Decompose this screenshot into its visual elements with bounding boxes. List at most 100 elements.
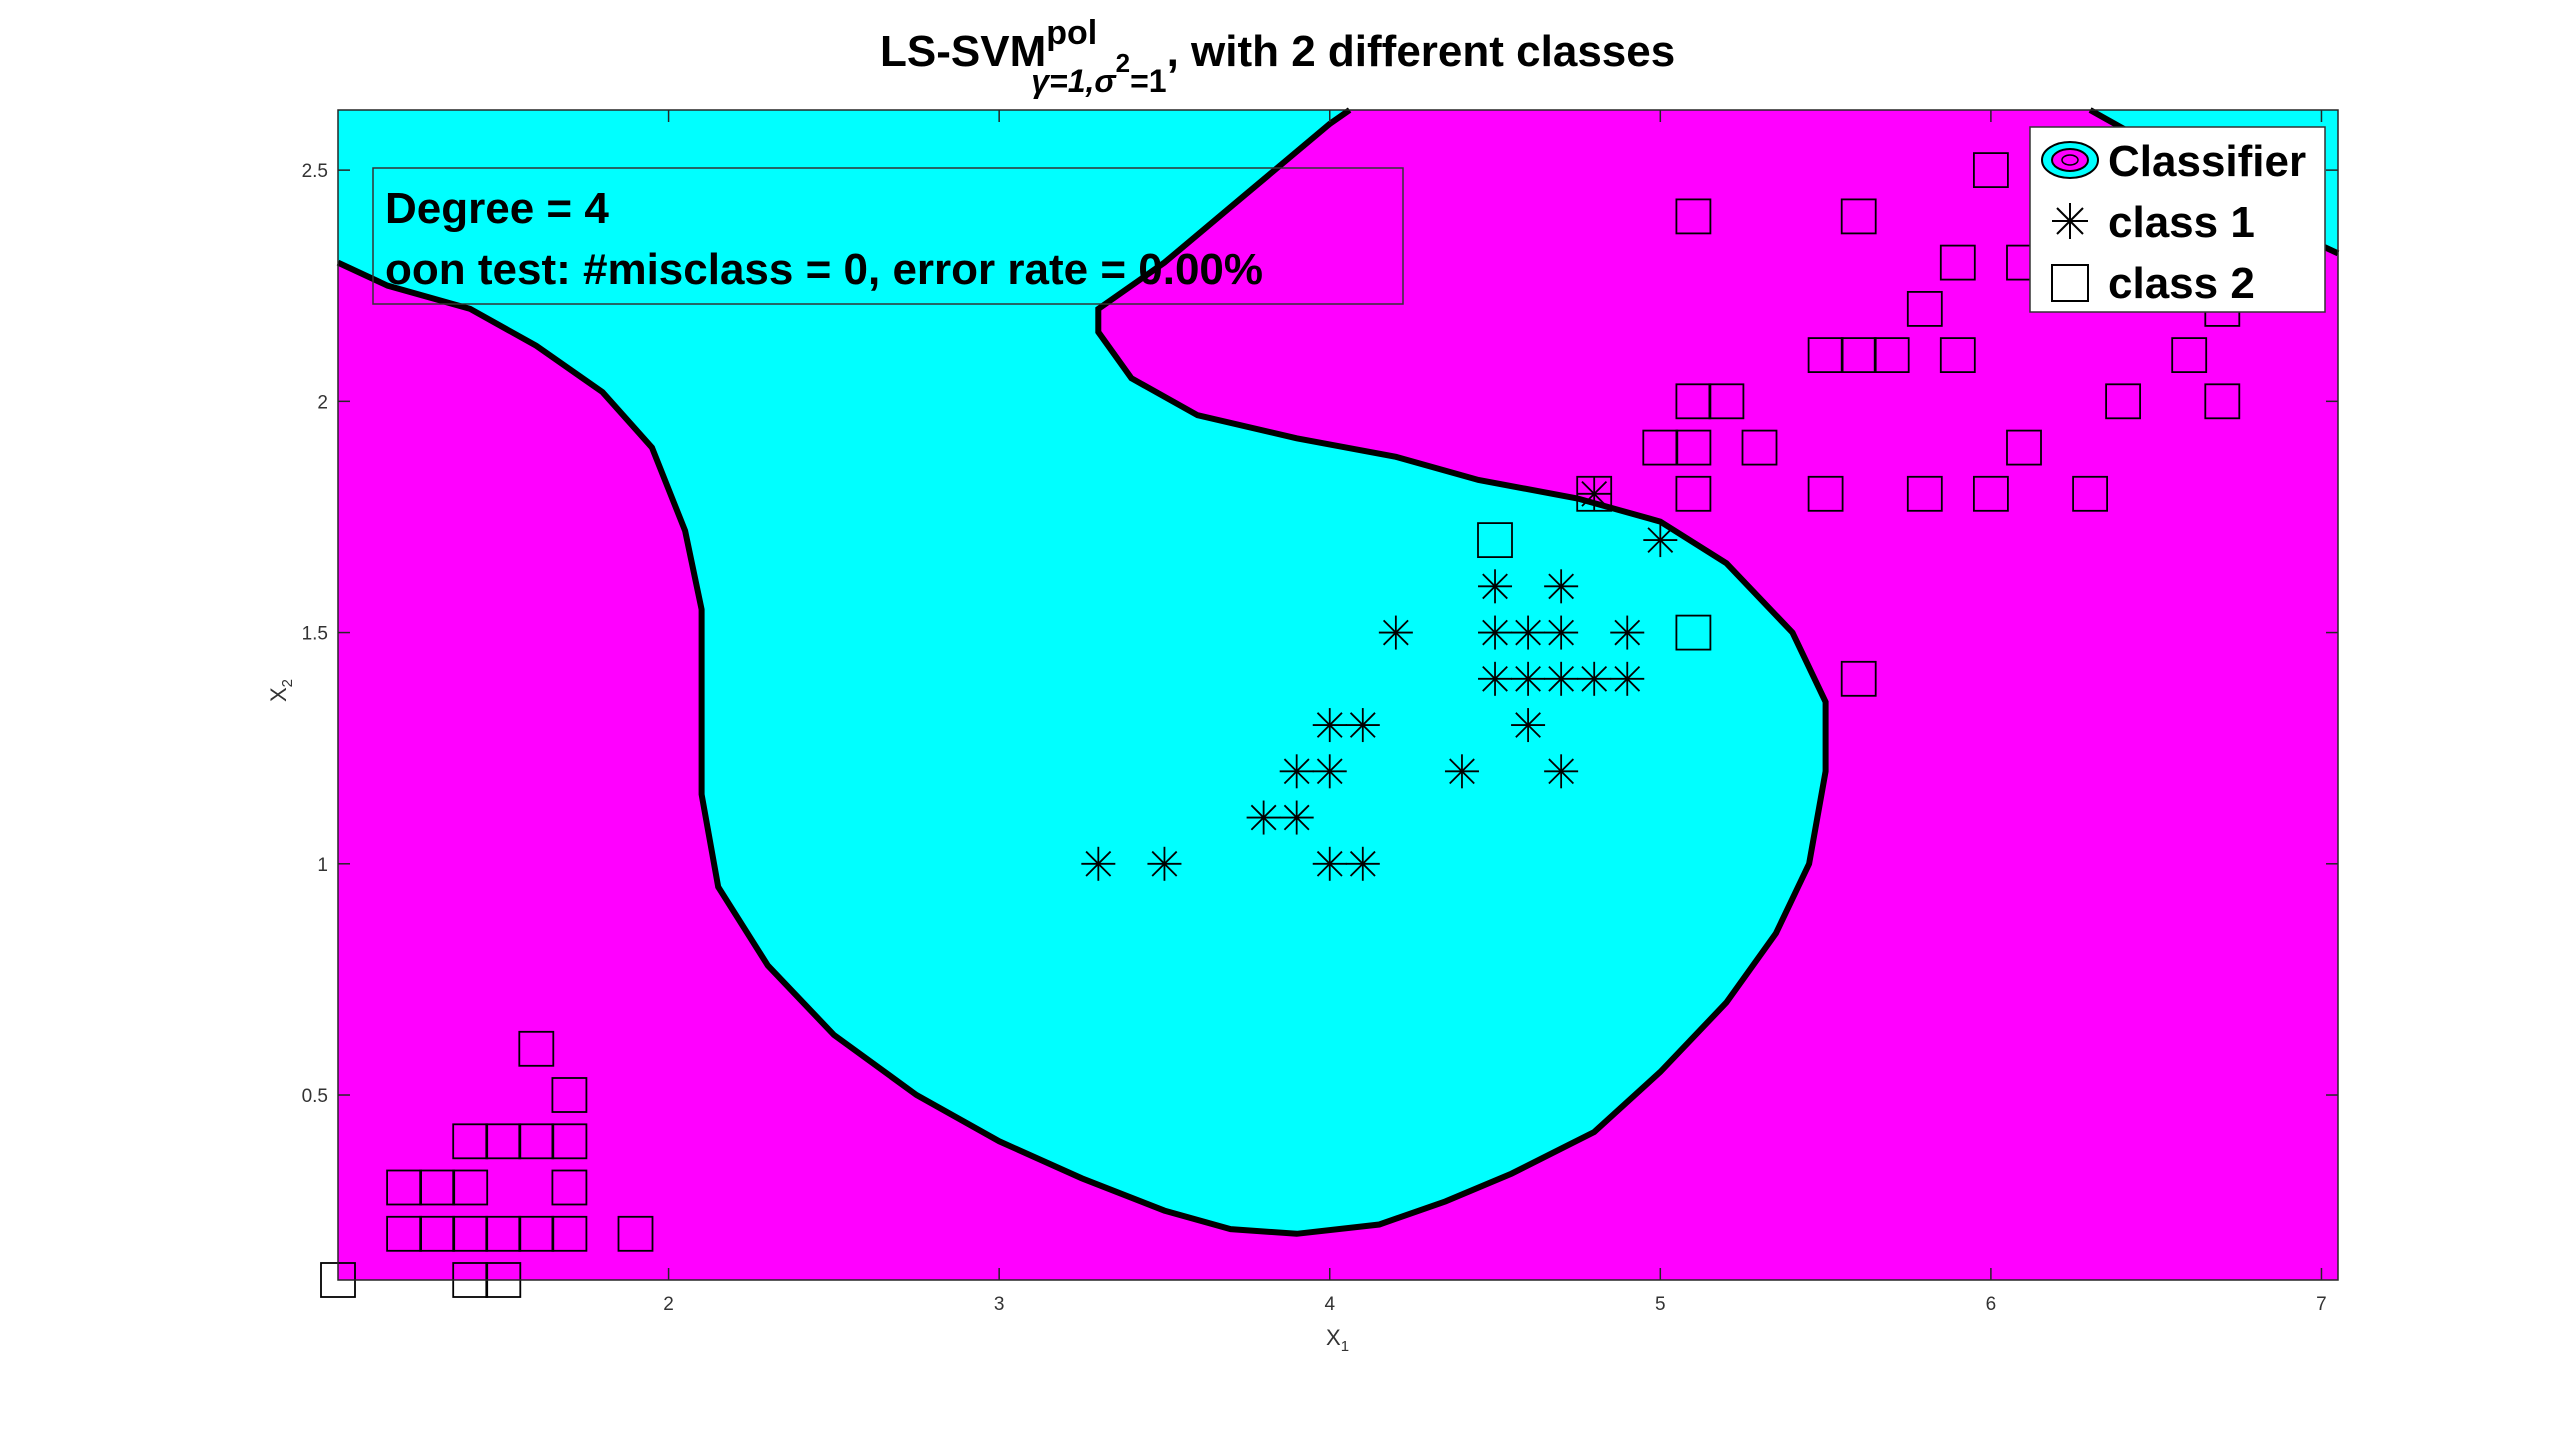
class2-point <box>518 1030 555 1067</box>
legend-classifier-icon <box>2041 141 2099 179</box>
class1-point <box>1544 615 1579 650</box>
class2-point <box>452 1169 489 1206</box>
class1-point <box>1544 569 1579 604</box>
class2-point <box>485 1123 522 1160</box>
class2-point <box>2006 429 2042 466</box>
title-subscript-gamma: γ=1, <box>1031 63 1094 99</box>
axis-ticks: 2 3 4 5 6 7 0.5 1 1.5 2 2.5 <box>302 110 2338 1315</box>
class2-point <box>1642 429 1679 466</box>
class2-point <box>485 1215 522 1252</box>
class2-point <box>1675 198 1712 235</box>
class2-point <box>1675 475 1712 512</box>
class2-point <box>1741 429 1778 466</box>
class2-point <box>551 1077 588 1113</box>
class1-point <box>1312 754 1347 789</box>
x-tick-label: 7 <box>2316 1294 2327 1315</box>
x-tick-label: 3 <box>994 1294 1005 1315</box>
chart-title: LS-SVMpol γ=1,σ2=1, with 2 different clas… <box>880 14 1675 99</box>
class1-point <box>1478 569 1513 604</box>
legend-label-classifier: Classifier <box>2108 137 2306 186</box>
class1-point <box>1478 615 1513 650</box>
legend: Classifier class 1 class 2 <box>2029 126 2326 313</box>
y-tick-label: 1.5 <box>302 624 328 645</box>
y-tick-label: 1 <box>317 855 328 876</box>
class1-point <box>1081 846 1116 881</box>
annotation-error: oon test: #misclass = 0, error rate = 0.… <box>385 245 1263 294</box>
data-markers <box>320 152 2241 1298</box>
class2-point <box>1807 475 1844 512</box>
class1-point <box>1444 754 1479 789</box>
class2-point <box>452 1215 489 1252</box>
class2-point <box>1939 337 1976 374</box>
class1-point <box>1577 476 1612 511</box>
x-axis-label: X1 <box>1326 1325 1349 1355</box>
class2-point <box>2171 337 2208 374</box>
class2-point <box>2105 383 2142 420</box>
class1-point <box>1345 708 1380 743</box>
x-tick-label: 4 <box>1324 1294 1335 1315</box>
class1-point <box>1246 800 1281 835</box>
title-subscript-sigma-exp: 2 <box>1116 48 1130 78</box>
class1-point <box>1544 754 1579 789</box>
annotation-degree: Degree = 4 <box>385 184 609 233</box>
class2-point <box>2204 383 2241 420</box>
class2-point <box>1807 337 1844 374</box>
class2-point <box>1906 475 1943 512</box>
class2-point <box>1840 337 1877 374</box>
class1-point <box>1147 846 1182 881</box>
class2-point <box>2072 475 2109 512</box>
class1-point <box>1478 661 1513 696</box>
y-axis-label: X2 <box>266 679 296 702</box>
class2-point <box>551 1215 588 1252</box>
y-tick-label: 0.5 <box>302 1086 328 1107</box>
class2-point <box>1939 244 1976 281</box>
y-tick-label: 2 <box>317 392 328 413</box>
class1-point <box>1378 615 1413 650</box>
class1-point <box>1610 661 1645 696</box>
class2-point <box>1477 522 1513 558</box>
class1-point <box>1279 754 1314 789</box>
title-rest: , with 2 different classes <box>1167 27 1676 76</box>
class1-region <box>338 110 1826 1234</box>
legend-asterisk-icon <box>2052 203 2088 239</box>
class2-point <box>1840 198 1877 235</box>
class2-point <box>1708 383 1745 420</box>
class2-point <box>1675 614 1712 651</box>
class2-point <box>551 1123 588 1160</box>
title-subscript-tail: =1 <box>1130 63 1166 99</box>
class2-point <box>551 1169 588 1206</box>
axes-frame <box>337 109 2339 1281</box>
class2-point <box>1675 429 1712 466</box>
title-main: LS-SVM <box>880 27 1046 76</box>
x-tick-label: 2 <box>663 1294 674 1315</box>
legend-square-icon <box>2051 264 2089 302</box>
y-tick-label: 2.5 <box>302 161 328 182</box>
class2-point <box>1873 337 1910 374</box>
class1-point <box>1643 523 1678 558</box>
x-tick-label: 5 <box>1655 1294 1666 1315</box>
class1-point <box>1279 800 1314 835</box>
class1-point <box>1312 708 1347 743</box>
class1-point <box>1610 615 1645 650</box>
class2-point <box>1840 660 1877 697</box>
class1-point <box>1312 846 1347 881</box>
class2-point <box>419 1169 456 1206</box>
class2-point <box>419 1215 456 1252</box>
class2-point <box>1973 475 2009 512</box>
title-superscript: pol <box>1046 14 1097 52</box>
class2-point <box>452 1123 489 1160</box>
class1-point <box>1511 708 1546 743</box>
class2-point <box>1675 383 1712 420</box>
legend-label-class2: class 2 <box>2108 259 2255 308</box>
class1-point <box>1577 661 1612 696</box>
decision-boundary <box>336 107 1829 1237</box>
x-tick-label: 6 <box>1986 1294 1997 1315</box>
class1-point <box>1511 615 1546 650</box>
legend-label-class1: class 1 <box>2108 198 2255 247</box>
class1-point <box>1345 846 1380 881</box>
class2-point <box>1973 152 2009 189</box>
class1-point <box>1511 661 1546 696</box>
annotation-box: Degree = 4 oon test: #misclass = 0, erro… <box>372 167 1404 305</box>
class2-point <box>1906 290 1943 327</box>
